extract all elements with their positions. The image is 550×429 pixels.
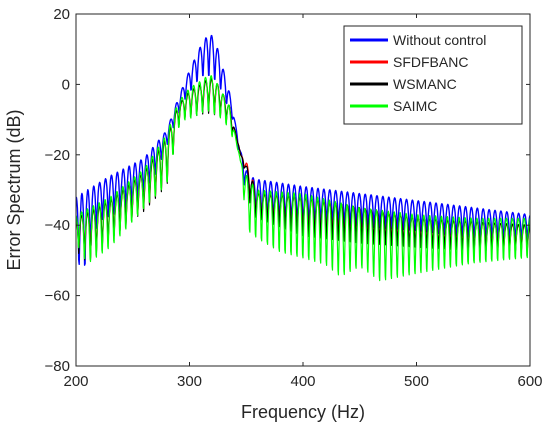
y-axis-label: Error Spectrum (dB) xyxy=(4,109,24,270)
x-tick-label: 300 xyxy=(177,373,202,390)
x-tick-label: 500 xyxy=(404,373,429,390)
y-tick-label: −80 xyxy=(45,358,70,375)
y-tick-label: 0 xyxy=(62,76,70,93)
y-tick-label: −40 xyxy=(45,217,70,234)
ticks-layer: 200 300 400 500 600 −80 −60 −40 −20 0 20 xyxy=(45,6,543,390)
legend-box xyxy=(343,25,523,125)
legend-label: WSMANC xyxy=(393,76,457,92)
y-tick-label: −60 xyxy=(45,288,70,305)
series-line-4 xyxy=(76,75,530,282)
y-tick-label: −20 xyxy=(45,147,70,164)
legend-label: SAIMC xyxy=(393,98,437,114)
x-tick-label: 200 xyxy=(63,373,88,390)
x-tick-label: 600 xyxy=(517,373,542,390)
x-tick-label: 400 xyxy=(290,373,315,390)
y-tick-label: 20 xyxy=(53,6,70,23)
legend-label: SFDFBANC xyxy=(393,54,468,70)
x-axis-label: Frequency (Hz) xyxy=(241,402,365,422)
legend: Without control SFDFBANC WSMANC SAIMC xyxy=(343,25,523,125)
series-layer xyxy=(76,34,530,282)
legend-label: Without control xyxy=(393,32,486,48)
